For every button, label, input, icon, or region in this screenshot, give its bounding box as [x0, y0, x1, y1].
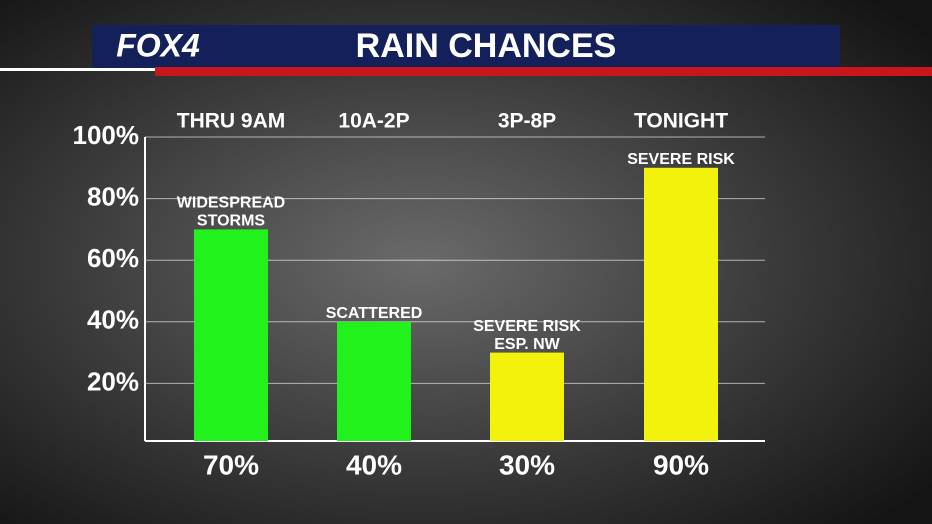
bar	[644, 167, 718, 442]
annotation: SEVERE RISK	[473, 318, 581, 335]
chart-title: RAIN CHANCES	[356, 27, 617, 65]
header-bar	[92, 25, 840, 68]
category-label: 10A-2P	[338, 110, 409, 133]
category-label: THRU 9AM	[177, 110, 286, 133]
value-label: 30%	[499, 449, 555, 480]
bar	[194, 229, 268, 441]
y-tick-label: 20%	[87, 366, 139, 396]
annotation: STORMS	[197, 213, 265, 230]
annotation: SCATTERED	[326, 305, 423, 322]
y-tick-label: 60%	[87, 243, 139, 273]
value-label: 40%	[346, 449, 402, 480]
y-tick-label: 80%	[87, 181, 139, 211]
y-tick-label: 100%	[73, 120, 140, 150]
annotation: SEVERE RISK	[627, 151, 735, 168]
value-label: 70%	[203, 449, 259, 480]
logo: FOX4	[116, 27, 200, 63]
category-label: TONIGHT	[634, 110, 728, 133]
annotation: WIDESPREAD	[177, 195, 285, 212]
y-tick-label: 40%	[87, 305, 139, 335]
value-label: 90%	[653, 449, 709, 480]
header-stripe	[155, 67, 932, 76]
annotation: ESP. NW	[494, 336, 560, 353]
bar	[337, 321, 411, 441]
category-label: 3P-8P	[498, 110, 556, 133]
header-line	[0, 68, 155, 71]
bar	[490, 352, 564, 441]
